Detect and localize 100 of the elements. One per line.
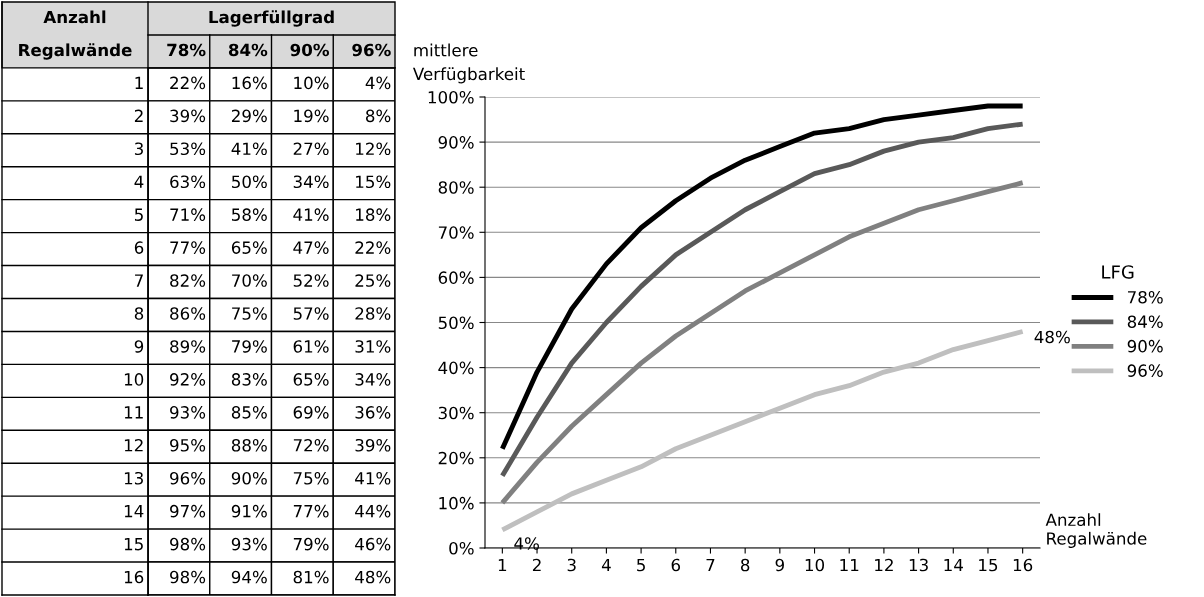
legend-label: 84% — [1127, 315, 1163, 329]
y-tick-label: 90% — [438, 136, 474, 149]
data-label: 48% — [355, 570, 391, 584]
y-tick-label: 10% — [439, 496, 474, 510]
data-label: 25% — [355, 274, 391, 287]
y-tick-label: 14 — [124, 505, 144, 518]
data-label: 27% — [293, 142, 329, 156]
data-label: 39% — [355, 438, 391, 452]
data-label: 50% — [232, 175, 267, 189]
data-label: 22% — [170, 76, 206, 90]
x-tick-label: 10 — [805, 558, 825, 572]
y-tick-label: 100% — [428, 90, 474, 104]
data-label: 77% — [293, 504, 329, 518]
y-tick-label: 10 — [124, 373, 144, 386]
y-tick-label: 9 — [134, 340, 144, 353]
data-label: 53% — [170, 142, 206, 156]
y-tick-label: 4 — [134, 175, 144, 188]
x-tick-label: 13 — [909, 558, 928, 572]
data-label: 92% — [170, 373, 206, 386]
y-tick-label: 80% — [438, 181, 474, 194]
x-tick-label: 78% — [167, 43, 206, 57]
x-tick-label: 84% — [228, 43, 268, 57]
x-tick-label: 2 — [532, 558, 541, 572]
y-tick-label: 0% — [449, 541, 474, 555]
data-label: 16% — [232, 76, 267, 90]
x-tick-label: 12 — [875, 558, 893, 572]
data-label: 79% — [232, 340, 267, 353]
x-tick-label: 16 — [1013, 558, 1033, 572]
line-series — [499, 329, 1026, 533]
annotation: 48% — [1034, 330, 1070, 344]
y-tick-label: 5 — [134, 208, 143, 221]
data-label: 15% — [356, 175, 391, 189]
data-label: 97% — [170, 504, 206, 518]
data-label: 4% — [365, 76, 391, 90]
data-label: 98% — [170, 570, 206, 584]
data-label: 28% — [355, 307, 391, 320]
data-label: 63% — [170, 175, 206, 189]
data-label: 61% — [293, 340, 329, 353]
y-tick-label: 70% — [438, 226, 474, 239]
data-label: 96% — [170, 471, 206, 485]
data-label: 83% — [231, 373, 267, 386]
annotation: 4% — [514, 537, 539, 550]
data-label: 52% — [293, 274, 329, 287]
y-tick-label: 3 — [134, 142, 143, 156]
x-tick-label: 11 — [840, 558, 859, 572]
y-tick-label: 20% — [438, 451, 474, 465]
y-tick-label: 15 — [124, 538, 143, 551]
x-axis-title: Anzahl Regalwände — [1045, 513, 1147, 548]
y-tick-label: 60% — [438, 271, 474, 284]
y-tick-label: 12 — [124, 438, 143, 452]
data-label: 57% — [293, 307, 329, 320]
y-tick-label: 30% — [438, 406, 474, 420]
data-label: 79% — [293, 537, 329, 551]
x-tick-label: 3 — [567, 558, 576, 572]
y-axis-title: Anzahl Regalwände — [19, 10, 132, 60]
x-tick-label: 15 — [979, 558, 998, 572]
data-label: 47% — [293, 241, 329, 254]
legend-title: LFG — [1102, 265, 1134, 279]
data-label: 77% — [170, 241, 206, 254]
data-label: 81% — [293, 570, 329, 584]
x-tick-label: 1 — [498, 558, 507, 572]
data-label: 91% — [231, 504, 267, 518]
data-label: 10% — [294, 76, 329, 90]
y-tick-label: 8 — [134, 307, 144, 320]
data-label: 41% — [231, 142, 267, 156]
x-tick-label: 5 — [637, 558, 645, 572]
chart-title: Lagerfüllgrad — [209, 10, 334, 27]
legend-label: 96% — [1127, 364, 1163, 377]
data-label: 69% — [293, 406, 329, 419]
data-label: 94% — [231, 570, 267, 584]
data-label: 44% — [355, 504, 391, 518]
data-label: 93% — [170, 406, 206, 419]
data-label: 89% — [170, 340, 206, 353]
y-tick-label: 13 — [124, 471, 143, 485]
data-label: 86% — [170, 307, 206, 320]
data-label: 34% — [293, 175, 329, 189]
x-tick-label: 7 — [706, 558, 715, 572]
y-axis-title: mittlere Verfügbarkeit — [412, 43, 525, 84]
data-label: 85% — [231, 406, 267, 419]
data-label: 82% — [170, 274, 206, 287]
y-tick-label: 7 — [135, 274, 143, 287]
y-tick-label: 6 — [134, 241, 144, 254]
x-tick-label: 9 — [775, 558, 784, 572]
data-label: 12% — [356, 142, 391, 156]
data-label: 70% — [232, 274, 267, 287]
data-label: 22% — [355, 241, 391, 254]
data-label: 75% — [293, 471, 329, 485]
data-label: 65% — [231, 241, 267, 254]
data-label: 36% — [355, 406, 391, 419]
data-label: 88% — [231, 438, 267, 452]
data-label: 93% — [231, 537, 267, 551]
data-label: 34% — [355, 373, 391, 386]
data-label: 71% — [170, 208, 206, 221]
legend-label: 78% — [1128, 290, 1163, 304]
x-tick-label: 96% — [352, 43, 391, 57]
y-tick-label: 40% — [438, 361, 474, 375]
x-tick-label: 6 — [671, 558, 681, 572]
data-label: 18% — [356, 208, 391, 221]
x-tick-label: 14 — [944, 558, 963, 572]
data-label: 41% — [293, 208, 329, 221]
